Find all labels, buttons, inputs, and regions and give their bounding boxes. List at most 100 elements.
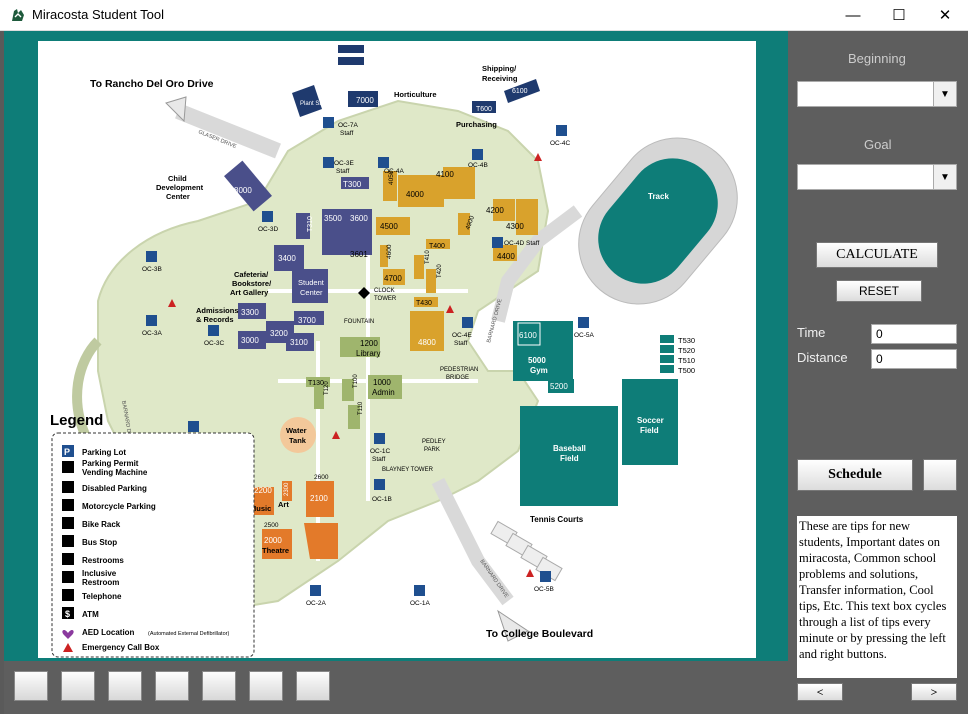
building-4700-label: 4700 [384, 274, 402, 283]
maximize-button[interactable]: ☐ [892, 7, 906, 24]
lot-oc3d-label: OC-3D [258, 226, 279, 233]
t400-buildings[interactable] [414, 239, 450, 307]
lot-oc5a-label: OC-5A [574, 332, 595, 339]
emergency-call-boxes[interactable] [168, 153, 542, 577]
building-3000-series[interactable] [224, 160, 372, 351]
goal-dropdown-arrow-icon[interactable]: ▼ [933, 165, 956, 189]
campus-map-drawing[interactable]: Track Baseball Field Soccer Field Tennis… [38, 41, 756, 658]
building-t600-label: T600 [476, 106, 492, 113]
lot-oc3b-label: OC-3B [142, 266, 162, 273]
building-6100[interactable] [517, 322, 541, 346]
building-4000-series[interactable] [376, 167, 538, 351]
lot-oc3a-label: OC-3A [142, 330, 163, 337]
beginning-dropdown-arrow-icon[interactable]: ▼ [933, 82, 956, 106]
green-buildings[interactable] [306, 337, 402, 429]
tips-prev-button[interactable]: < [797, 683, 843, 701]
legend-item-bike: Bike Rack [82, 520, 121, 529]
track-field[interactable] [580, 140, 736, 302]
track-label: Track [648, 192, 669, 201]
student-center-label-1: Student [298, 278, 325, 287]
bottom-button-1[interactable] [14, 671, 48, 701]
west-path [72, 337, 102, 444]
legend-item-atm: ATM [82, 610, 99, 619]
atm-glyph: $ [65, 609, 70, 619]
baseball-field[interactable] [520, 406, 618, 506]
barnard-drive-south-road [431, 477, 514, 606]
bottom-button-4[interactable] [155, 671, 189, 701]
bottom-button-2[interactable] [61, 671, 95, 701]
legend-item-callbox: Emergency Call Box [82, 643, 160, 652]
tips-textbox[interactable]: These are tips for new students, Importa… [797, 516, 957, 678]
building-4100-label: 4100 [436, 170, 454, 179]
bottom-button-6[interactable] [249, 671, 283, 701]
theatre-label: Theatre [262, 546, 289, 555]
window-title: Miracosta Student Tool [32, 7, 164, 22]
lot-oc4a-label: OC-4A [384, 168, 405, 175]
child-dev-label-2: Development [156, 183, 204, 192]
glaser-drive-road [175, 103, 281, 159]
clock-tower-marker[interactable] [358, 287, 370, 299]
building-t400-label: T400 [429, 243, 445, 250]
schedule-button[interactable]: Schedule [797, 459, 913, 491]
water-tank[interactable] [280, 417, 316, 453]
parking-lot-glyph: P [64, 447, 70, 457]
building-t300[interactable] [341, 177, 369, 189]
distance-field[interactable]: 0 [871, 349, 957, 369]
building-7000-label: 7000 [356, 96, 374, 105]
bottom-button-7[interactable] [296, 671, 330, 701]
soccer-field[interactable] [622, 379, 678, 465]
blayney-tower-label: BLAYNEY TOWER [382, 467, 434, 473]
beginning-select[interactable]: ▼ [797, 81, 957, 107]
legend-title: Legend [50, 412, 103, 429]
bottom-button-5[interactable] [202, 671, 236, 701]
fountain-label: FOUNTAIN [344, 319, 374, 325]
parking-lot-icon [62, 445, 74, 457]
pedley-park-label-2: PARK [424, 447, 440, 453]
schedule-extra-button[interactable] [923, 459, 957, 491]
tips-next-button[interactable]: > [911, 683, 957, 701]
campus-map[interactable]: Track Baseball Field Soccer Field Tennis… [38, 41, 756, 658]
lot-oc7a-label: OC-7A [338, 122, 359, 129]
shipping-label-2: Receiving [482, 74, 518, 83]
gym-label: Gym [530, 366, 548, 375]
building-3400-label: 3400 [278, 254, 296, 263]
emergency-call-box-icon [63, 643, 73, 652]
t520-label: T520 [678, 346, 695, 355]
building-3100-label: 3100 [290, 338, 308, 347]
t500-buildings[interactable] [660, 335, 674, 373]
lot-oc1c-staff-label: Staff [372, 456, 385, 463]
minimize-button[interactable]: — [845, 6, 861, 24]
calculate-button[interactable]: CALCULATE [816, 242, 938, 268]
building-3200-label: 3200 [270, 329, 288, 338]
tennis-courts[interactable] [490, 520, 563, 582]
building-t100-label: T100 [353, 374, 359, 388]
tennis-label: Tennis Courts [530, 515, 584, 524]
admissions-label-1: Admissions [196, 306, 239, 315]
soccer-label-2: Field [640, 426, 659, 435]
disabled-parking-icon [62, 481, 74, 493]
pedley-park-label-1: PEDLEY [422, 439, 446, 445]
building-5200[interactable] [548, 379, 574, 393]
ped-bridge-label-2: BRIDGE [446, 375, 469, 381]
close-button[interactable]: ✕ [938, 7, 952, 24]
building-4300-label: 4300 [506, 222, 524, 231]
beginning-label: Beginning [848, 51, 906, 66]
bottom-button-3[interactable] [108, 671, 142, 701]
time-field[interactable]: 0 [871, 324, 957, 344]
legend-item-permit-2: Vending Machine [82, 468, 148, 477]
building-5200-label: 5200 [550, 382, 568, 391]
parking-lots[interactable] [146, 117, 589, 596]
plant-sales-label: Plant Sales [300, 101, 330, 107]
northwest-arrow [165, 96, 187, 123]
building-3500-label: 3500 [324, 214, 342, 223]
goal-select[interactable]: ▼ [797, 164, 957, 190]
building-3000-label: 3000 [241, 336, 259, 345]
restrooms-icon [62, 553, 74, 565]
baseball-label-2: Field [560, 454, 579, 463]
reset-button[interactable]: RESET [836, 280, 922, 302]
building-6100-label: 6100 [519, 331, 537, 340]
north-buildings[interactable] [292, 45, 540, 117]
building-1000-label: 1000 [373, 378, 391, 387]
building-4000-label: 4000 [406, 190, 424, 199]
building-4400-label: 4400 [497, 252, 515, 261]
